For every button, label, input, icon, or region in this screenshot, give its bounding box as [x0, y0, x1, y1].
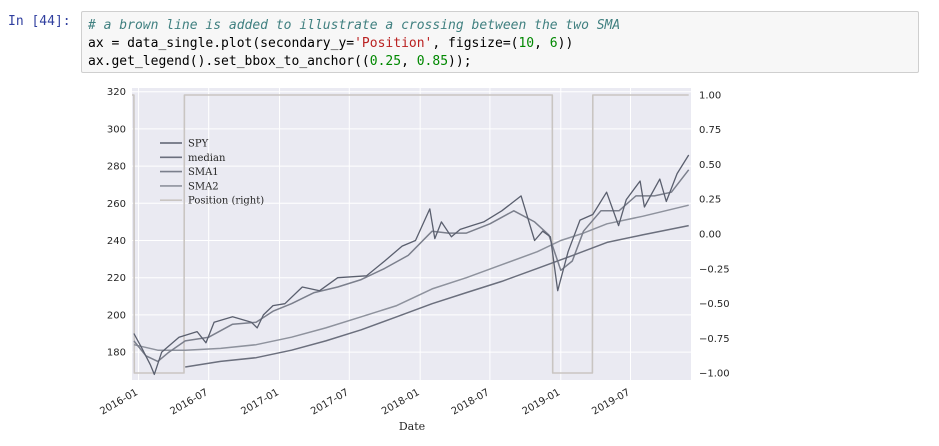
y-left-tick-label: 260 [107, 199, 126, 210]
y-left-tick-label: 200 [107, 310, 126, 321]
x-tick-label: 2016-07 [168, 387, 210, 417]
x-axis-label: Date [399, 420, 425, 433]
legend-label: SMA2 [188, 181, 219, 192]
y-left-tick-label: 220 [107, 273, 126, 284]
y-left-tick-label: 300 [107, 124, 126, 135]
legend: SPY median SMA1 SMA2 Position (right) [160, 139, 264, 207]
code-string: 'Position' [354, 36, 433, 51]
y-right-tick-label: 1.00 [699, 90, 721, 101]
legend-label: SPY [188, 139, 209, 150]
x-tick-label: 2017-01 [239, 387, 281, 417]
code-line-3: ax.get_legend().set_bbox_to_anchor((0.25… [88, 53, 912, 71]
y-right-tick-label: 0.75 [699, 125, 721, 136]
x-tick-label: 2018-01 [380, 387, 422, 417]
code-number: 0.25 [369, 54, 402, 69]
x-tick-label: 2019-01 [521, 387, 563, 417]
y-right-tick-label: −0.25 [699, 264, 730, 275]
x-tick-label: 2018-07 [450, 387, 492, 417]
series-lines [132, 94, 690, 376]
code-number: 0.85 [416, 54, 449, 69]
code-text: ax = data_single.plot(secondary_y= [88, 36, 355, 51]
series-line-position-right [132, 94, 689, 374]
legend-label: median [188, 153, 226, 164]
output-chart: 2016-01 2016-07 2017-01 2017-07 2018-01 2018-… [98, 87, 730, 433]
code-text: , [401, 54, 417, 69]
y-right-tick-label: −0.75 [699, 334, 730, 345]
plot-area [132, 88, 691, 380]
grid-lines [132, 88, 691, 380]
code-text: , [534, 36, 550, 51]
x-tick-label: 2016-01 [98, 387, 140, 417]
code-line-2: ax = data_single.plot(secondary_y='Posit… [88, 35, 912, 53]
code-cell-input[interactable]: # a brown line is added to illustrate a … [81, 11, 919, 73]
y-left-tick-label: 320 [107, 87, 126, 98]
y-right-tick-label: 0.50 [699, 160, 721, 171]
y-left-tick-label: 180 [107, 348, 126, 359]
legend-label: Position (right) [188, 196, 264, 207]
series-line-spy [133, 154, 690, 376]
code-line-1: # a brown line is added to illustrate a … [88, 17, 912, 35]
legend-label: SMA1 [188, 167, 219, 178]
y-left-tick-label: 280 [107, 162, 126, 173]
x-tick-label: 2019-07 [590, 387, 632, 417]
series-line-sma2 [133, 204, 689, 351]
y-right-tick-label: 0.00 [699, 230, 721, 241]
y-left-tick-label: 240 [107, 236, 126, 247]
y-right-tick-label: −1.00 [699, 369, 730, 380]
series-line-median [185, 224, 689, 368]
code-text: ax.get_legend().set_bbox_to_anchor(( [88, 54, 370, 69]
y-right-tick-label: −0.50 [699, 299, 730, 310]
cell-prompt: In [44]: [8, 14, 71, 29]
code-number: 6 [549, 36, 558, 51]
code-comment: # a brown line is added to illustrate a … [88, 18, 621, 33]
code-text: )); [448, 54, 472, 69]
y-right-tick-label: 0.25 [699, 195, 721, 206]
x-tick-label: 2017-07 [309, 387, 351, 417]
code-text: , figsize=( [432, 36, 519, 51]
code-text: )) [557, 36, 574, 51]
code-number: 10 [518, 36, 535, 51]
